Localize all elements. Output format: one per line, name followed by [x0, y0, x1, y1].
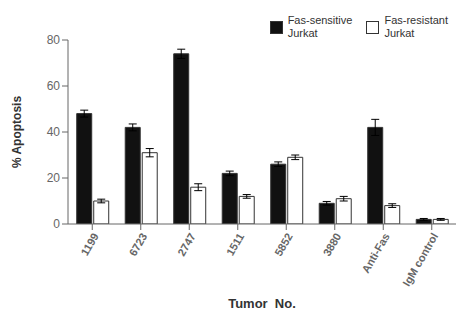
svg-text:1511: 1511	[224, 231, 246, 258]
svg-text:5852: 5852	[272, 231, 295, 258]
svg-text:60: 60	[47, 79, 61, 93]
html-text:Fas-resistant Jurkat: Fas-resistant Jurkat	[384, 14, 448, 39]
svg-text:1199: 1199	[78, 231, 100, 258]
svg-text:2747: 2747	[175, 231, 198, 258]
svg-text:IgM control: IgM control	[400, 231, 440, 288]
svg-text:80: 80	[47, 33, 61, 47]
svg-text:% Apoptosis: % Apoptosis	[10, 96, 24, 169]
svg-text:20: 20	[47, 171, 61, 185]
svg-text:3880: 3880	[321, 231, 344, 258]
svg-text:Anti-Fas: Anti-Fas	[359, 231, 391, 275]
html-text:Fas-sensitive Jurkat: Fas-sensitive Jurkat	[287, 14, 353, 39]
svg-text:0: 0	[53, 217, 60, 231]
svg-text:6723: 6723	[127, 231, 150, 258]
svg-text:40: 40	[47, 125, 61, 139]
svg-text:Tumor No.: Tumor No.	[228, 296, 296, 311]
